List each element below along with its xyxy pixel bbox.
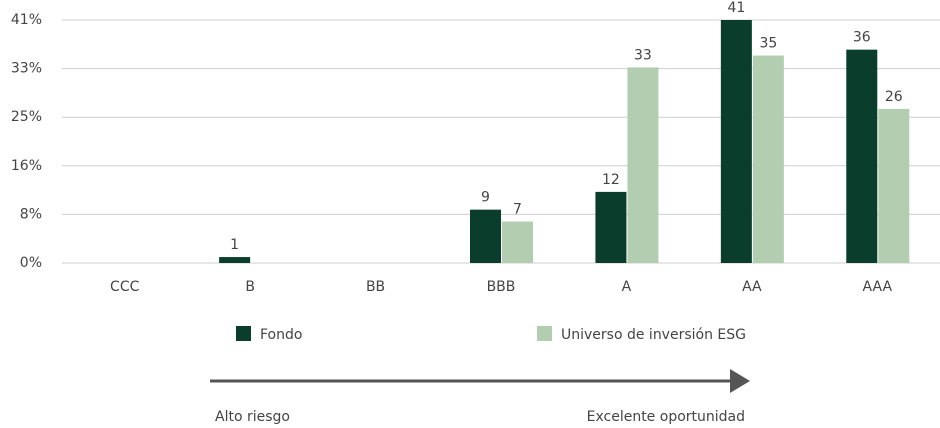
x-tick-label: AAA (863, 279, 893, 295)
y-tick-label: 16% (11, 158, 42, 174)
x-tick-label: AA (742, 279, 762, 295)
bar (846, 49, 878, 263)
data-label: 36 (853, 30, 871, 46)
bar (627, 67, 659, 263)
y-tick-label: 8% (20, 206, 42, 222)
data-label: 7 (513, 202, 522, 218)
data-label: 41 (727, 0, 745, 16)
bar (752, 55, 784, 263)
y-tick-label: 41% (11, 12, 42, 28)
data-label: 35 (759, 36, 777, 52)
y-tick-label: 33% (11, 61, 42, 77)
x-tick-label: BB (366, 279, 385, 295)
y-tick-label: 25% (11, 109, 42, 125)
legend-swatch (537, 326, 552, 341)
annotation: Excelente oportunidad (587, 409, 745, 425)
legend-label: Universo de inversión ESG (561, 327, 746, 343)
legend-label: Fondo (260, 327, 302, 343)
bar (595, 191, 627, 263)
data-label: 1 (230, 237, 239, 253)
bar (878, 108, 910, 263)
annotation: Alto riesgo (215, 409, 290, 425)
data-label: 33 (634, 47, 652, 63)
data-label: 12 (602, 172, 620, 188)
data-label: 26 (885, 89, 903, 105)
x-tick-label: BBB (487, 279, 516, 295)
y-tick-label: 0% (20, 255, 42, 271)
data-label: 9 (481, 190, 490, 206)
bar (219, 257, 251, 263)
risk-arrow-head (730, 369, 750, 393)
x-tick-label: B (245, 279, 255, 295)
bar (502, 221, 533, 263)
bar (720, 20, 752, 263)
x-tick-label: CCC (110, 279, 140, 295)
legend-swatch (236, 326, 251, 341)
x-tick-label: A (622, 279, 632, 295)
bar (470, 209, 501, 263)
